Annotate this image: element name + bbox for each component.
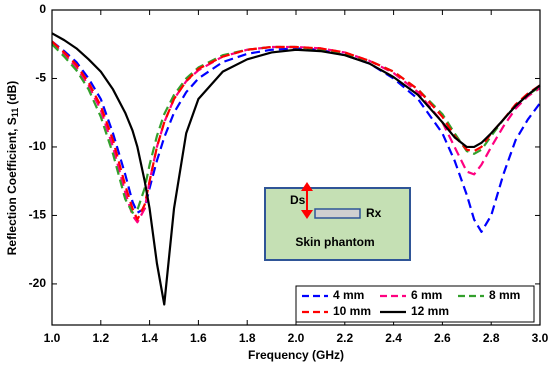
x-tick-label: 1.6	[190, 331, 207, 345]
y-tick-label: 0	[39, 2, 46, 16]
x-tick-label: 2.0	[288, 331, 305, 345]
phantom-label: Skin phantom	[295, 235, 374, 249]
y-label-main: Reflection Coefficient, S	[5, 117, 19, 255]
x-tick-label: 1.2	[92, 331, 109, 345]
y-axis-label: Reflection Coefficient, S11 (dB)	[5, 81, 20, 256]
y-label-sub: 11	[10, 108, 20, 118]
plot-frame	[51, 9, 541, 326]
x-axis-label: Frequency (GHz)	[248, 348, 344, 362]
y-tick-label: -15	[29, 208, 47, 222]
arrow-head	[301, 210, 313, 219]
arrow-head	[301, 182, 313, 191]
x-tick-label: 2.4	[385, 331, 402, 345]
legend: 4 mm 6 mm 8 mm 10 mm 12 mm	[295, 285, 535, 323]
series-line	[51, 40, 541, 233]
y-tick-label: -20	[29, 276, 47, 290]
x-tick-label: 2.6	[434, 331, 451, 345]
receiver-label: Rx	[366, 206, 382, 220]
series-line	[51, 42, 541, 224]
receiver-box	[314, 208, 361, 219]
x-tick-label: 1.4	[141, 331, 158, 345]
x-tick-label: 1.8	[239, 331, 256, 345]
x-tick-label: 1.0	[44, 331, 61, 345]
legend-label: 10 mm	[333, 304, 371, 318]
x-tick-label: 2.2	[336, 331, 353, 345]
series-line	[51, 40, 541, 221]
legend-label: 8 mm	[489, 288, 520, 302]
legend-label: 6 mm	[411, 288, 442, 302]
phantom-box	[264, 187, 411, 261]
series-line	[51, 43, 541, 214]
inset-diagram: Ds Rx Skin phantom	[264, 182, 411, 261]
legend-box	[295, 285, 535, 323]
y-label-unit: (dB)	[5, 81, 19, 105]
legend-label: 12 mm	[411, 304, 449, 318]
legend-label: 4 mm	[333, 288, 364, 302]
series-line	[51, 32, 541, 306]
x-tick-label: 2.8	[483, 331, 500, 345]
y-tick-label: -5	[35, 71, 46, 85]
depth-label: Ds	[290, 193, 306, 207]
y-tick-label: -10	[29, 139, 47, 153]
x-tick-label: 3.0	[532, 331, 549, 345]
